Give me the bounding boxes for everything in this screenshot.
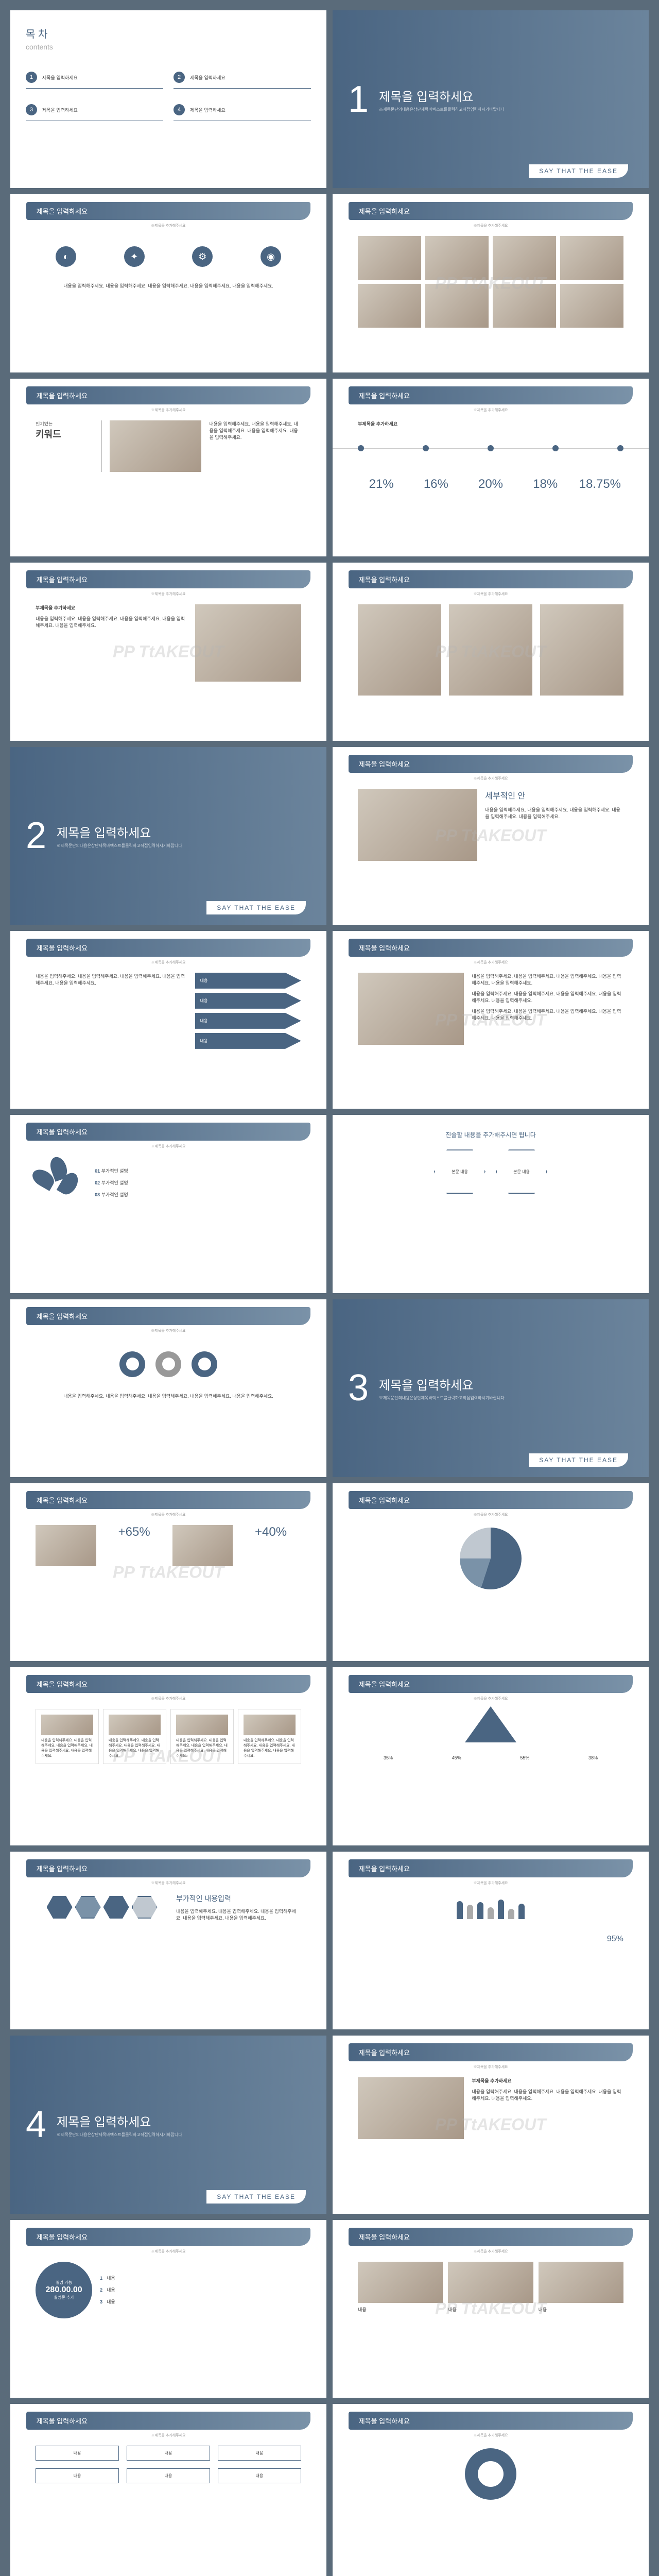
toc-item-list: 1제목을 입력하세요 2제목을 입력하세요 3제목을 입력하세요 4제목을 입력… bbox=[26, 66, 311, 121]
bullet-list: 내용을 입력해주세요. 내용을 입력해주세요. 내용을 입력해주세요. 내용을 … bbox=[472, 973, 623, 1045]
text-block: 부제목을 추가하세요 내용을 입력해주세요. 내용을 입력해주세요. 내용을 입… bbox=[36, 604, 187, 682]
hex-desc: 부가적인 내용입력 내용을 입력해주세요. 내용을 입력해주세요. 내용을 입력… bbox=[176, 1893, 301, 1921]
leaf-cluster bbox=[36, 1157, 87, 1208]
big-gear-icon bbox=[465, 2448, 516, 2500]
icon-desc: 내용을 입력해주세요. 내용을 입력해주세요. 내용을 입력해주세요. 내용을 … bbox=[10, 275, 326, 297]
slide-pie: 제목을 입력하세요 ※제목을 추가해주세요 bbox=[333, 1483, 649, 1661]
icon-row: ◐ ✦ ⚙ ◉ bbox=[10, 239, 326, 275]
plus-pct-b: +40% bbox=[240, 1525, 301, 1539]
slide-section-2: 2 제목을 입력하세요 ※제목문단의내용은상단제목바텍스트를클릭하고직접입력하시… bbox=[10, 747, 326, 925]
detail-text: 세부적인 안 내용을 입력해주세요. 내용을 입력해주세요. 내용을 입력해주세… bbox=[485, 789, 623, 861]
slide-plus-pct: 제목을 입력하세요 ※제목을 추가해주세요 +65% +40% PP TtAKE… bbox=[10, 1483, 326, 1661]
keyword-word: 키워드 bbox=[36, 427, 96, 440]
slide-toc: 목 차 contents 1제목을 입력하세요 2제목을 입력하세요 3제목을 … bbox=[10, 10, 326, 188]
mountain-labels: 35% 45% 55% 38% bbox=[333, 1748, 649, 1768]
side-photo bbox=[195, 604, 301, 682]
slide-big-circle: 제목을 입력하세요 ※제목을 추가해주세요 설명 가능 280.00.00 설명… bbox=[10, 2220, 326, 2398]
slide-title-bar: 제목을 입력하세요 bbox=[26, 202, 311, 220]
gear-icon: ⚙ bbox=[192, 246, 213, 267]
input-grid: 내용 내용 내용 내용 내용 내용 bbox=[10, 2438, 326, 2491]
ease-badge: SAY THAT THE EASE bbox=[529, 164, 628, 178]
instruction-text: 진술할 내용을 추가해주시면 됩니다 bbox=[358, 1130, 623, 1139]
photo-3col: 내용 내용 내용 bbox=[333, 2254, 649, 2320]
pct-row: 21% 16% 20% 18% 18.75% bbox=[333, 469, 649, 499]
slide-section-1: 1 제목을 입력하세요 ※제목문단의내용은상단제목바텍스트를클릭하고직접입력하시… bbox=[333, 10, 649, 188]
photo-placeholder bbox=[358, 236, 421, 280]
detail-heading: 세부적인 안 bbox=[485, 789, 623, 801]
slide-keyword: 제목을 입력하세요 ※제목을 추가해주세요 인기있는 키워드 내용을 입력해주세… bbox=[10, 379, 326, 556]
slide-subtitle: ※제목을 추가해주세요 bbox=[10, 223, 326, 228]
toc-item: 2제목을 입력하세요 bbox=[174, 66, 311, 89]
slide-arrows: 제목을 입력하세요 ※제목을 추가해주세요 내용을 입력해주세요. 내용을 입력… bbox=[10, 931, 326, 1109]
arrow-list: 내용 내용 내용 내용 bbox=[195, 973, 301, 1049]
slide-section-4: 4 제목을 입력하세요 ※제목문단의내용은상단제목바텍스트를클릭하고직접입력하시… bbox=[10, 2036, 326, 2213]
keyword-block: 인기있는 키워드 bbox=[36, 420, 102, 472]
section-header: 1 제목을 입력하세요 ※제목문단의내용은상단제목바텍스트를클릭하고직접입력하시… bbox=[333, 10, 649, 188]
box-item: 내용을 입력해주세요. 내용을 입력해주세요. 내용을 입력해주세요. 내용을 … bbox=[36, 1709, 99, 1764]
slide-photo-badges: 제목을 입력하세요 ※제목을 추가해주세요 부제목을 추가하세요 내용을 입력해… bbox=[333, 2036, 649, 2213]
tools-icon: ✦ bbox=[124, 246, 145, 267]
slide-photo-grid: 제목을 입력하세요 ※제목을 추가해주세요 PP TtAKEOUT bbox=[333, 194, 649, 372]
input-box: 내용 bbox=[36, 2446, 119, 2461]
bar-chart bbox=[333, 1886, 649, 1927]
slide-leaves: 제목을 입력하세요 ※제목을 추가해주세요 01 부가적인 설명 02 부가적인… bbox=[10, 1115, 326, 1293]
pie-chart bbox=[460, 1528, 522, 1589]
bar bbox=[457, 1901, 463, 1919]
big-circle: 설명 가능 280.00.00 설명문 추가 bbox=[36, 2262, 92, 2318]
slide-3photos: 제목을 입력하세요 ※제목을 추가해주세요 내용 내용 내용 PP TtAKEO… bbox=[333, 2220, 649, 2398]
toc-item: 1제목을 입력하세요 bbox=[26, 66, 163, 89]
keyword-photo bbox=[110, 420, 201, 472]
circle-number: 280.00.00 bbox=[46, 2285, 82, 2295]
slide-section-3: 3 제목을 입력하세요 ※제목문단의내용은상단제목바텍스트를클릭하고직접입력하시… bbox=[333, 1299, 649, 1477]
toc-num: 1 bbox=[26, 72, 37, 83]
hex-row: 본문 내용 본문 내용 bbox=[358, 1149, 623, 1194]
step-list: 01 부가적인 설명 02 부가적인 설명 03 부가적인 설명 bbox=[95, 1167, 301, 1198]
mountain-icon bbox=[465, 1706, 516, 1742]
photo-grid bbox=[333, 228, 649, 335]
gear-icon bbox=[119, 1351, 145, 1377]
slide-gears: 제목을 입력하세요 ※제목을 추가해주세요 내용을 입력해주세요. 내용을 입력… bbox=[10, 1299, 326, 1477]
slide-icons-row: 제목을 입력하세요 ※제목을 추가해주세요 ◐ ✦ ⚙ ◉ 내용을 입력해주세요… bbox=[10, 194, 326, 372]
toc-item: 4제목을 입력하세요 bbox=[174, 99, 311, 121]
bar-highlight: 95% bbox=[333, 1927, 649, 1952]
timeline bbox=[333, 437, 649, 459]
pct-value: 21% bbox=[358, 477, 405, 492]
slide-percentages: 제목을 입력하세요 ※제목을 추가해주세요 부제목을 추가하세요 21% 16%… bbox=[333, 379, 649, 556]
box-grid: 내용을 입력해주세요. 내용을 입력해주세요. 내용을 입력해주세요. 내용을 … bbox=[10, 1701, 326, 1772]
toc-item: 3제목을 입력하세요 bbox=[26, 99, 163, 121]
keyword-text: 내용을 입력해주세요. 내용을 입력해주세요. 내용을 입력해주세요. 내용을 … bbox=[209, 420, 301, 472]
section-number: 1 bbox=[348, 78, 369, 121]
toc-title: 목 차 bbox=[26, 26, 311, 41]
detail-photo bbox=[358, 789, 477, 861]
slide-hex-cluster: 제목을 입력하세요 ※제목을 추가해주세요 부가적인 내용입력 내용을 입력해주… bbox=[10, 1852, 326, 2029]
chart-icon: ◐ bbox=[56, 246, 76, 267]
slide-box-grid: 제목을 입력하세요 ※제목을 추가해주세요 내용을 입력해주세요. 내용을 입력… bbox=[10, 1667, 326, 1845]
slide-side-photo: 제목을 입력하세요 ※제목을 추가해주세요 부제목을 추가하세요 내용을 입력해… bbox=[10, 563, 326, 740]
subtitle-line: 부제목을 추가하세요 bbox=[358, 420, 623, 427]
plus-pct-a: +65% bbox=[104, 1525, 165, 1539]
slide-bar-chart: 제목을 입력하세요 ※제목을 추가해주세요 95% bbox=[333, 1852, 649, 2029]
photo-cols bbox=[333, 597, 649, 703]
slide-hexagons: 진술할 내용을 추가해주시면 됩니다 본문 내용 본문 내용 bbox=[333, 1115, 649, 1293]
slide-photo-cols: 제목을 입력하세요 ※제목을 추가해주세요 PP TtAKEOUT bbox=[333, 563, 649, 740]
hex-shape: 본문 내용 bbox=[434, 1149, 485, 1194]
slide-photo-list: 제목을 입력하세요 ※제목을 추가해주세요 내용을 입력해주세요. 내용을 입력… bbox=[333, 931, 649, 1109]
gear-row bbox=[10, 1344, 326, 1385]
badge-desc: 부제목을 추가하세요 내용을 입력해주세요. 내용을 입력해주세요. 내용을 입… bbox=[472, 2077, 623, 2139]
slide-mountain: 제목을 입력하세요 ※제목을 추가해주세요 35% 45% 55% 38% bbox=[333, 1667, 649, 1845]
slide-big-gear: 제목을 입력하세요 ※제목을 추가해주세요 bbox=[333, 2404, 649, 2576]
timeline-point bbox=[358, 445, 364, 451]
slide-grid: 목 차 contents 1제목을 입력하세요 2제목을 입력하세요 3제목을 … bbox=[10, 10, 649, 2576]
hex-cluster bbox=[36, 1896, 168, 1919]
slide-detail: 제목을 입력하세요 ※제목을 추가해주세요 세부적인 안 내용을 입력해주세요.… bbox=[333, 747, 649, 925]
globe-icon: ◉ bbox=[261, 246, 281, 267]
slide-input-boxes: 제목을 입력하세요 ※제목을 추가해주세요 내용 내용 내용 내용 내용 내용 bbox=[10, 2404, 326, 2576]
arrow-item: 내용 bbox=[195, 973, 301, 989]
toc-subtitle: contents bbox=[26, 43, 311, 51]
section-text: 제목을 입력하세요 ※제목문단의내용은상단제목바텍스트를클릭하고직접입력하시기바… bbox=[379, 87, 505, 112]
